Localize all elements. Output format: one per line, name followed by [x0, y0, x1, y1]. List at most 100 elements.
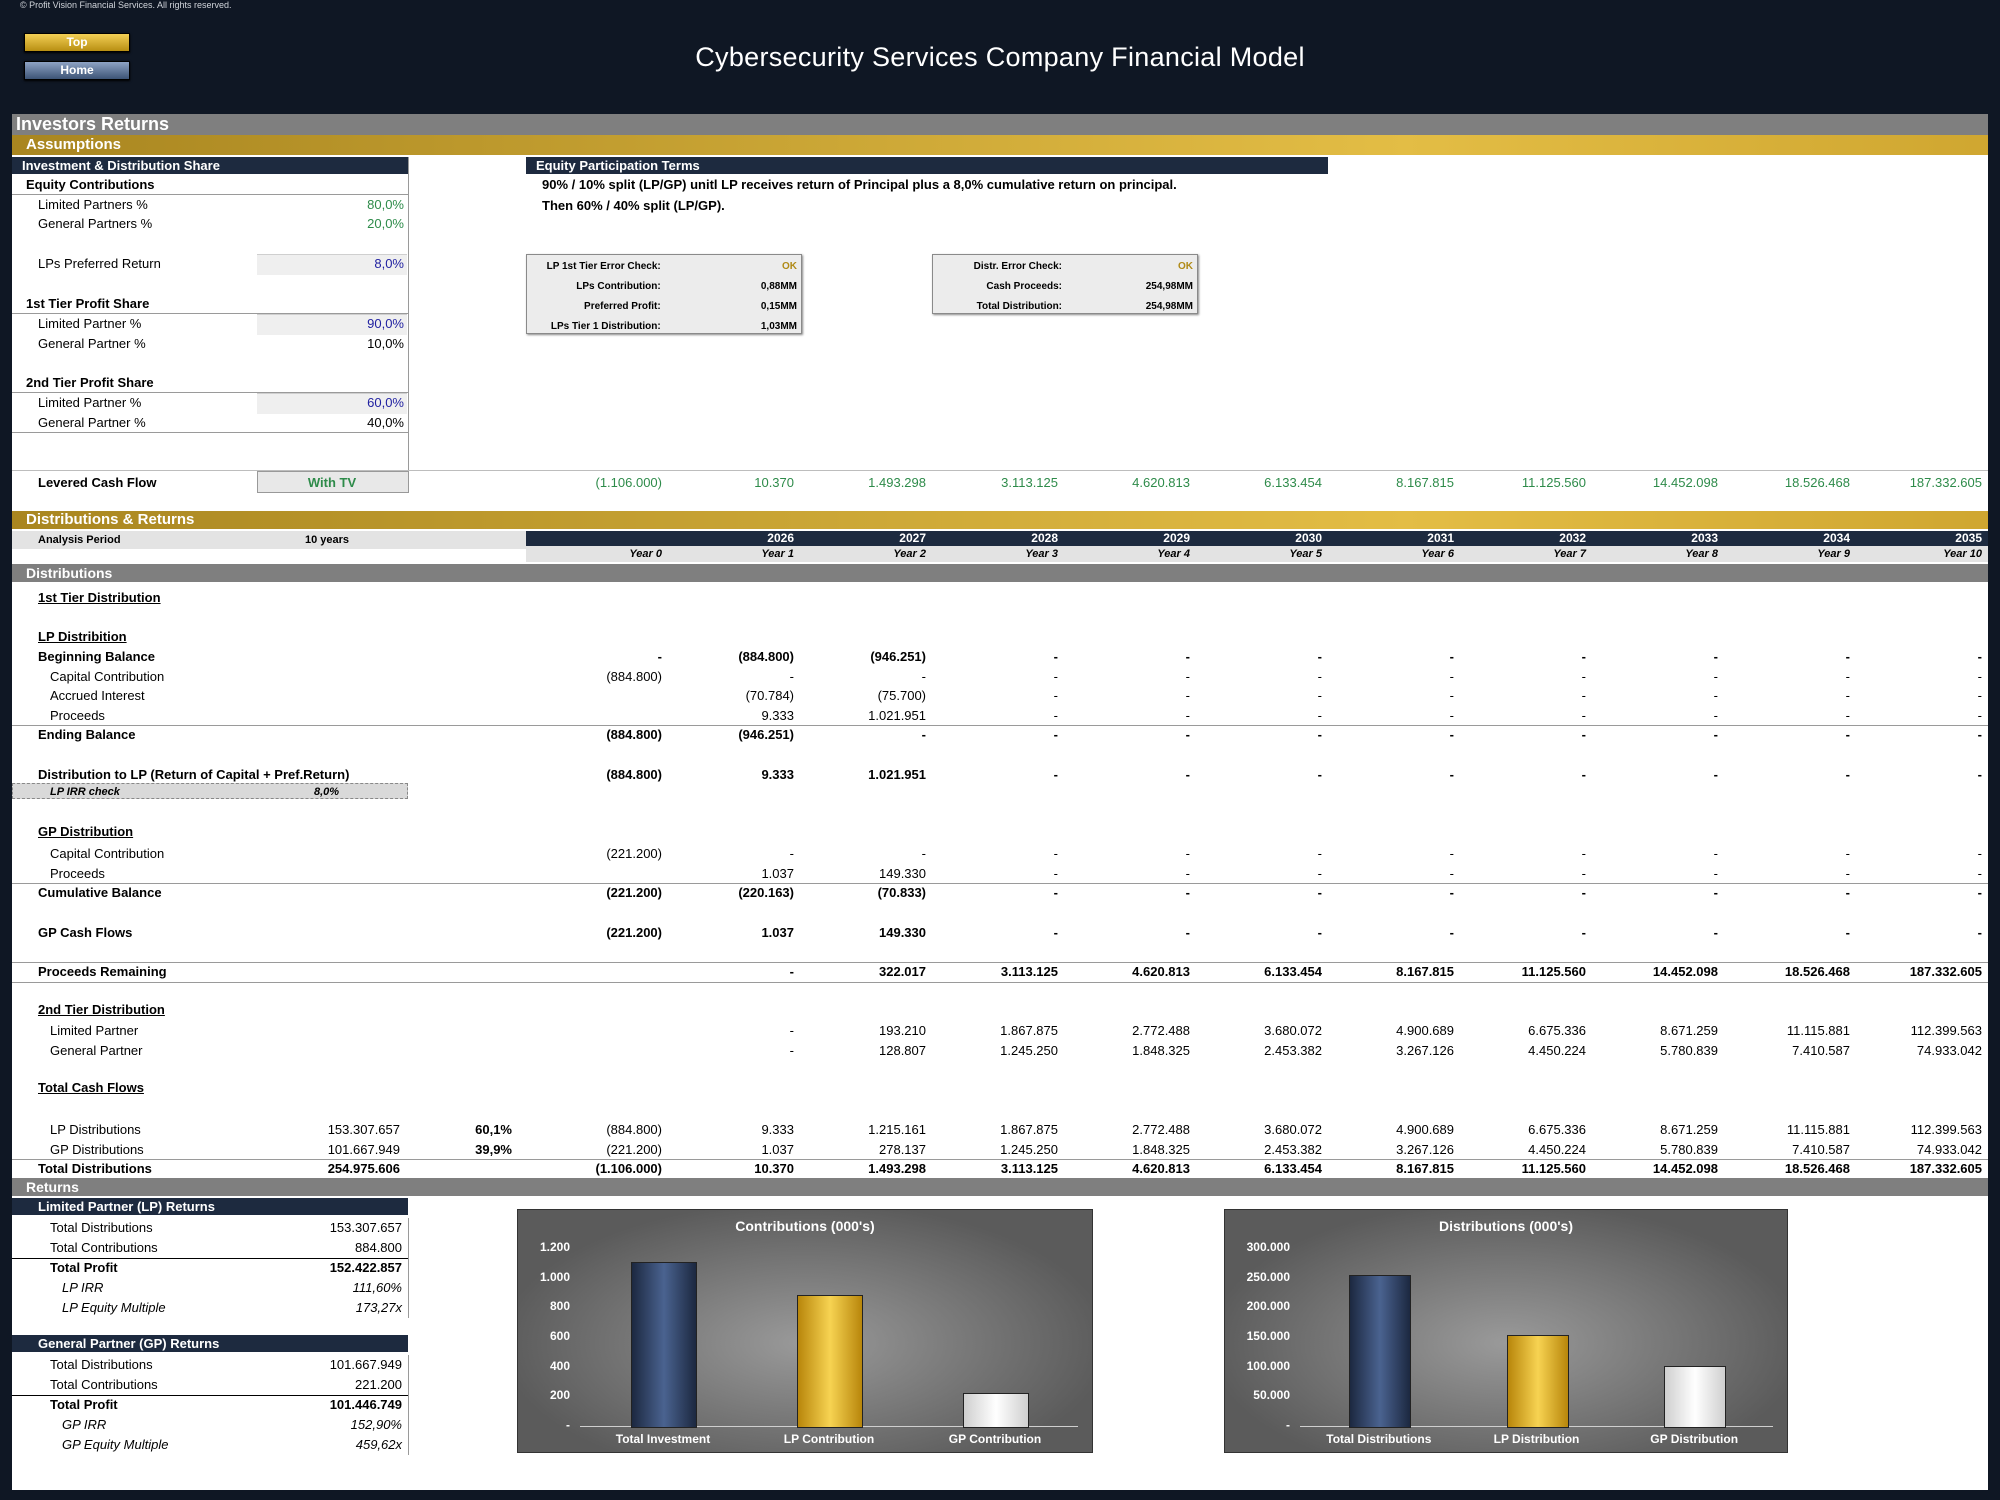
year-label: 2029 — [1163, 531, 1190, 545]
year-label: 2032 — [1559, 531, 1586, 545]
copyright-text: © Profit Vision Financial Services. All … — [20, 0, 232, 10]
row-cell: - — [789, 669, 794, 684]
y-tick-label: - — [1286, 1418, 1290, 1432]
returns-label: Total Contributions — [50, 1240, 158, 1255]
row-cell: - — [1581, 669, 1586, 684]
tier1-dist-title: 1st Tier Distribution — [38, 590, 161, 605]
row-cell: 1.037 — [761, 1142, 794, 1157]
row-cell: 11.115.881 — [1786, 1122, 1850, 1137]
tier2-lp-input-cell[interactable] — [257, 393, 407, 414]
row-cell: 1.848.325 — [1132, 1142, 1190, 1157]
bar-2 — [1506, 1335, 1569, 1428]
row-total: 153.307.657 — [327, 1122, 400, 1137]
gp-pct-label: General Partners % — [38, 216, 153, 231]
y-tick-label: - — [566, 1418, 570, 1432]
contributions-chart: Contributions (000's) - 200 400 600 800 1.000 1… — [517, 1209, 1093, 1453]
row-cell: - — [1581, 708, 1586, 723]
year-index-band — [526, 546, 1988, 562]
row-cell: - — [1581, 866, 1586, 881]
lp-pct-value[interactable]: 80,0% — [367, 197, 404, 212]
row-cell: 1.493.298 — [868, 1161, 926, 1176]
row-cell: - — [1185, 925, 1190, 940]
tv-selector-value[interactable]: With TV — [307, 475, 357, 490]
border — [408, 1355, 409, 1455]
equity-terms-header: Equity Participation Terms — [526, 157, 1328, 174]
levered-cf-value: 8.167.815 — [1396, 475, 1454, 490]
row-cell: - — [1581, 846, 1586, 861]
years-band — [526, 531, 1988, 546]
year-label: 2031 — [1427, 531, 1454, 545]
row-cell: - — [1713, 925, 1718, 940]
home-button[interactable]: Home — [24, 61, 130, 80]
tier1-lp-input-cell[interactable] — [257, 314, 407, 335]
year-index-label: Year 3 — [1025, 548, 1058, 560]
bar-2 — [797, 1294, 863, 1428]
row-cell: 4.620.813 — [1132, 964, 1190, 979]
row-cell: - — [1449, 669, 1454, 684]
row-cell: - — [1977, 649, 1982, 664]
row-label: Ending Balance — [38, 727, 136, 742]
check-value: OK — [782, 261, 797, 272]
period-value[interactable]: 10 years — [305, 534, 350, 546]
pref-input-cell[interactable] — [257, 254, 407, 275]
tier1-lp-value[interactable]: 90,0% — [367, 316, 404, 331]
row-cell: 14.452.098 — [1652, 964, 1718, 979]
row-cell: - — [1317, 649, 1322, 664]
row-cell: 322.017 — [879, 964, 926, 979]
row-cell: 11.125.560 — [1521, 1161, 1586, 1176]
row-label: LP Distributions — [50, 1122, 141, 1137]
row-cell: - — [1713, 649, 1718, 664]
levered-cf-value: 10.370 — [754, 475, 794, 490]
row-cell: 128.807 — [879, 1043, 926, 1058]
table-row: Total Distributions 254.975.606 (1.106.000… — [12, 1161, 1988, 1177]
check-label: Distr. Error Check: — [973, 261, 1063, 272]
row-cell: 187.332.605 — [1909, 1161, 1982, 1176]
distributions-chart: Distributions (000's) - 50.000 100.000 150.0… — [1224, 1209, 1788, 1453]
bar-3 — [963, 1393, 1029, 1428]
row-cell: 6.675.336 — [1528, 1122, 1586, 1137]
row-cell: 74.933.042 — [1916, 1142, 1982, 1157]
gp-dist-title: GP Distribution — [38, 824, 134, 839]
row-cell: 9.333 — [761, 1122, 794, 1137]
gp-pct-value[interactable]: 20,0% — [367, 216, 404, 231]
tier2-gp-value: 40,0% — [367, 415, 404, 430]
check-label: Total Distribution: — [976, 301, 1063, 312]
year-index-label: Year 1 — [761, 548, 794, 560]
check-value: OK — [1178, 261, 1193, 272]
row-cell: - — [1449, 767, 1454, 782]
levered-cf-value: 3.113.125 — [1001, 475, 1058, 490]
table-row: Distribution to LP (Return of Capital + … — [12, 767, 1988, 783]
lp-irr-check-label: LP IRR check — [50, 786, 120, 798]
levered-cf-value: 4.620.813 — [1132, 475, 1190, 490]
levered-cf-value: 1.493.298 — [868, 475, 926, 490]
row-cell: (70.784) — [745, 688, 794, 703]
year-label: 2030 — [1295, 531, 1322, 545]
row-label: Capital Contribution — [50, 669, 165, 684]
top-button[interactable]: Top — [24, 33, 130, 52]
tier2-lp-value[interactable]: 60,0% — [367, 395, 404, 410]
x-category-label: Total Investment — [615, 1432, 711, 1446]
row-cell: - — [1713, 727, 1718, 742]
levered-cf-value: (1.106.000) — [595, 475, 663, 490]
row-cell: - — [1053, 708, 1058, 723]
row-cell: - — [1053, 866, 1058, 881]
row-cell: 8.671.259 — [1660, 1122, 1718, 1137]
row-cell: (220.163) — [738, 885, 794, 900]
row-cell: 2.772.488 — [1132, 1122, 1190, 1137]
row-cell: - — [1185, 767, 1190, 782]
section-returns: Returns — [12, 1178, 1988, 1196]
levered-cf-value: 187.332.605 — [1909, 475, 1982, 490]
row-cell: - — [1845, 649, 1850, 664]
row-cell: - — [1053, 727, 1058, 742]
gp-returns-header: General Partner (GP) Returns — [12, 1335, 408, 1352]
tier1-label: 1st Tier Profit Share — [26, 296, 150, 311]
lp-tier1-check-box: LP 1st Tier Error Check: OK LPs Contributi… — [526, 254, 802, 334]
row-cell: - — [921, 727, 926, 742]
tv-selector[interactable] — [257, 471, 409, 493]
row-cell: - — [1977, 866, 1982, 881]
row-cell: - — [1317, 767, 1322, 782]
divider — [12, 962, 1988, 963]
pref-value[interactable]: 8,0% — [374, 256, 404, 271]
row-cell: - — [789, 964, 794, 979]
returns-label: LP Equity Multiple — [62, 1300, 166, 1315]
